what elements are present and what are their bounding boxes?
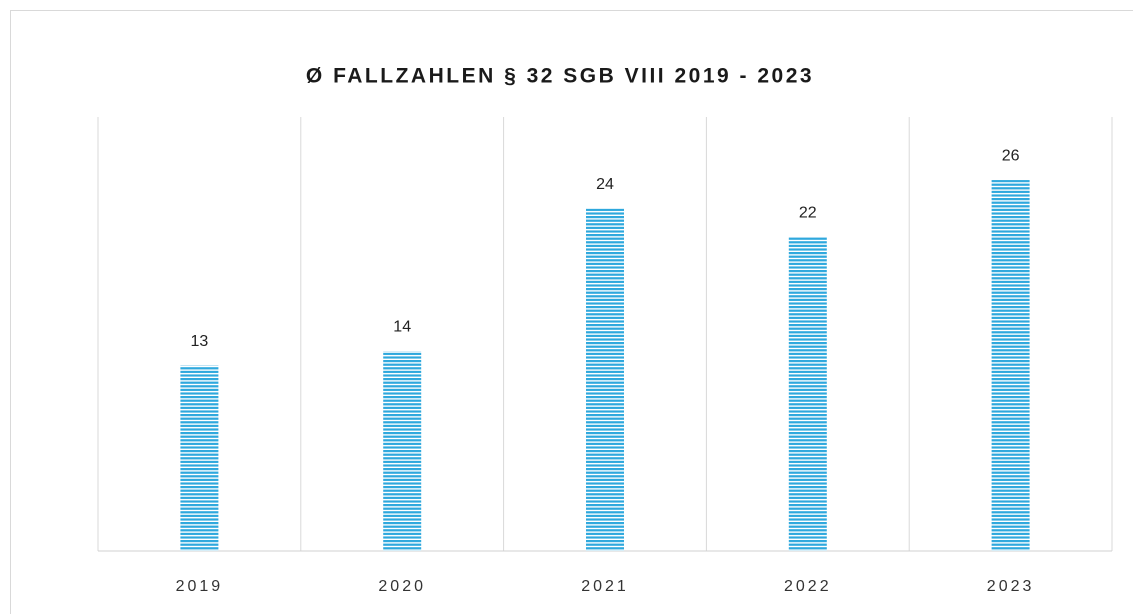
bar xyxy=(180,365,219,551)
chart-border xyxy=(10,10,1133,614)
x-tick-label: 2021 xyxy=(581,578,629,595)
bar xyxy=(383,351,422,551)
data-label: 24 xyxy=(596,176,614,193)
x-tick-label: 2022 xyxy=(784,578,832,595)
data-label: 22 xyxy=(799,204,817,221)
bar xyxy=(586,208,624,551)
chart-title: Ø FALLZAHLEN § 32 SGB VIII 2019 - 2023 xyxy=(306,65,814,88)
data-label: 14 xyxy=(393,318,411,335)
x-tick-label: 2019 xyxy=(176,578,224,595)
data-label: 13 xyxy=(191,333,209,350)
bar xyxy=(991,180,1030,552)
x-tick-label: 2020 xyxy=(378,578,426,595)
bar xyxy=(788,237,827,551)
data-label: 26 xyxy=(1002,147,1020,164)
x-tick-label: 2023 xyxy=(987,578,1035,595)
